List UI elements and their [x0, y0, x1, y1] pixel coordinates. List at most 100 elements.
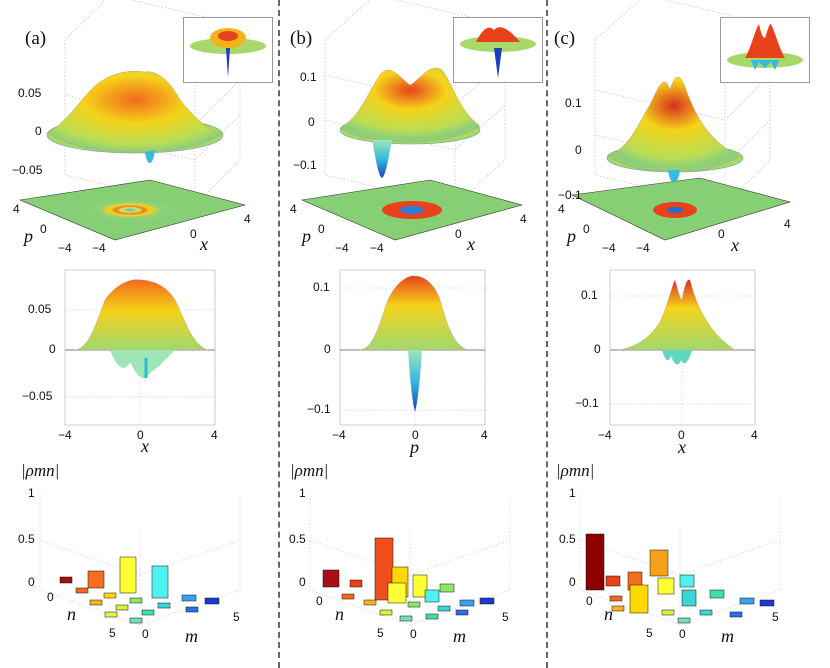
bar-z-tick: 1	[569, 486, 576, 500]
panel-label: (c)	[554, 28, 576, 49]
panel-a-graphics	[18, 0, 247, 626]
panel-label: (a)	[25, 28, 47, 49]
plane-tick: 0	[40, 222, 47, 236]
plane-label-right: x	[731, 235, 739, 255]
side-x-tick: 0	[678, 428, 685, 442]
bar-m-tick: 5	[502, 610, 509, 624]
bar-z-tick: 0.5	[289, 532, 306, 546]
top-axis-tick: 0.1	[300, 70, 317, 84]
wigner-surface	[339, 67, 481, 143]
panel-c: (c) 0.1 0 −0.1 4 0 −4 −4 0 4 p x 0.1 0 −…	[550, 0, 826, 668]
plane-label-right: x	[200, 234, 208, 254]
side-y-tick: 0.1	[581, 288, 598, 302]
plane-tick: −4	[636, 241, 650, 255]
bar-m-tick: 5	[772, 610, 779, 624]
side-y-tick: 0.05	[28, 302, 52, 316]
side-xlabel: p	[410, 437, 419, 457]
inset-view	[453, 17, 543, 83]
plane-tick: 4	[558, 202, 565, 216]
bar-label-m: m	[721, 626, 734, 646]
plane-tick: 0	[318, 222, 325, 236]
wigner-surface-inset	[460, 27, 536, 78]
panel-divider	[546, 0, 548, 668]
bar-label-n: n	[67, 604, 76, 624]
inset-view	[720, 17, 810, 83]
side-y-tick: −0.05	[22, 389, 53, 403]
bar-z-tick: 0.5	[559, 532, 576, 546]
bar-n-tick: 0	[47, 590, 54, 604]
bar-grid	[585, 533, 775, 624]
plane-tick: −4	[92, 241, 106, 255]
bar-z-tick: 0	[569, 575, 576, 589]
plane-label-left: p	[302, 226, 311, 246]
plane-ring	[80, 197, 180, 223]
bar-n-tick: 5	[109, 626, 116, 640]
side-profile	[359, 275, 469, 351]
bar-z-tick: 0.5	[18, 532, 35, 546]
bar-grid	[59, 556, 220, 624]
rho-label: |ρmn|	[21, 461, 60, 480]
bar-n-tick: 5	[377, 626, 384, 640]
top-axis-tick: 0.1	[565, 96, 582, 110]
plane-tick: 4	[520, 212, 527, 226]
wigner-surface	[47, 71, 223, 153]
top-axis-tick: −0.1	[558, 188, 582, 202]
bar-label-n: n	[335, 604, 344, 624]
side-x-tick: 4	[481, 428, 488, 442]
plane-tick: 0	[583, 222, 590, 236]
top-axis-tick: 0	[575, 143, 582, 157]
plane-tick: 4	[244, 212, 251, 226]
plane-tick: 0	[190, 227, 197, 241]
bar-z-tick: 1	[299, 486, 306, 500]
plane-tick: 0	[718, 227, 725, 241]
plane-tick: 4	[784, 217, 791, 231]
bar-m-tick: 5	[233, 610, 240, 624]
plane-tick: −4	[602, 241, 616, 255]
bar-m-tick: 0	[410, 627, 417, 641]
side-y-tick: −0.1	[575, 396, 599, 410]
plane-tick: −4	[58, 241, 72, 255]
plane-tick: −4	[335, 241, 349, 255]
panel-b: (b) 0.1 0 −0.1 4 0 −4 −4 0 4 p x 0.1 0 −…	[280, 0, 556, 668]
wigner-surface-inset	[727, 24, 803, 70]
side-profile	[74, 279, 209, 351]
rho-label: |ρmn|	[556, 461, 595, 480]
bar-label-m: m	[453, 626, 466, 646]
top-axis-tick: −0.05	[12, 163, 43, 177]
panel-c-graphics	[570, 0, 792, 626]
top-axis-tick: 0	[308, 115, 315, 129]
panel-b-graphics	[300, 0, 524, 626]
panel-divider	[278, 0, 280, 668]
bar-grid	[322, 537, 495, 622]
inset-view	[183, 17, 273, 83]
side-x-tick: 4	[211, 428, 218, 442]
side-x-tick: −4	[598, 428, 612, 442]
side-x-tick: 4	[751, 428, 758, 442]
bar-n-tick: 0	[586, 594, 593, 608]
side-y-tick: 0	[324, 342, 331, 356]
plane-label-left: p	[567, 226, 576, 246]
bar-z-tick: 0	[28, 575, 35, 589]
side-y-tick: −0.1	[307, 402, 331, 416]
wigner-surface-inset	[190, 28, 266, 78]
bar-n-tick: 0	[316, 594, 323, 608]
side-x-tick: −4	[332, 428, 346, 442]
plane-tick: 4	[290, 202, 297, 216]
bar-z-tick: 1	[28, 486, 35, 500]
side-y-tick: 0.1	[313, 280, 330, 294]
side-x-tick: 0	[412, 428, 419, 442]
rho-label: |ρmn|	[290, 461, 329, 480]
side-x-tick: −4	[58, 428, 72, 442]
bar-label-m: m	[185, 626, 198, 646]
plane-tick: −4	[370, 241, 384, 255]
side-xlabel: x	[678, 437, 686, 457]
side-profile	[617, 279, 736, 351]
plane-tick: 4	[13, 202, 20, 216]
plane-tick: 0	[455, 227, 462, 241]
top-axis-tick: 0	[35, 124, 42, 138]
wigner-surface	[607, 77, 741, 173]
top-axis-tick: 0.05	[18, 86, 42, 100]
bar-m-tick: 0	[679, 627, 686, 641]
bar-m-tick: 0	[142, 627, 149, 641]
top-axis-tick: −0.1	[293, 158, 317, 172]
